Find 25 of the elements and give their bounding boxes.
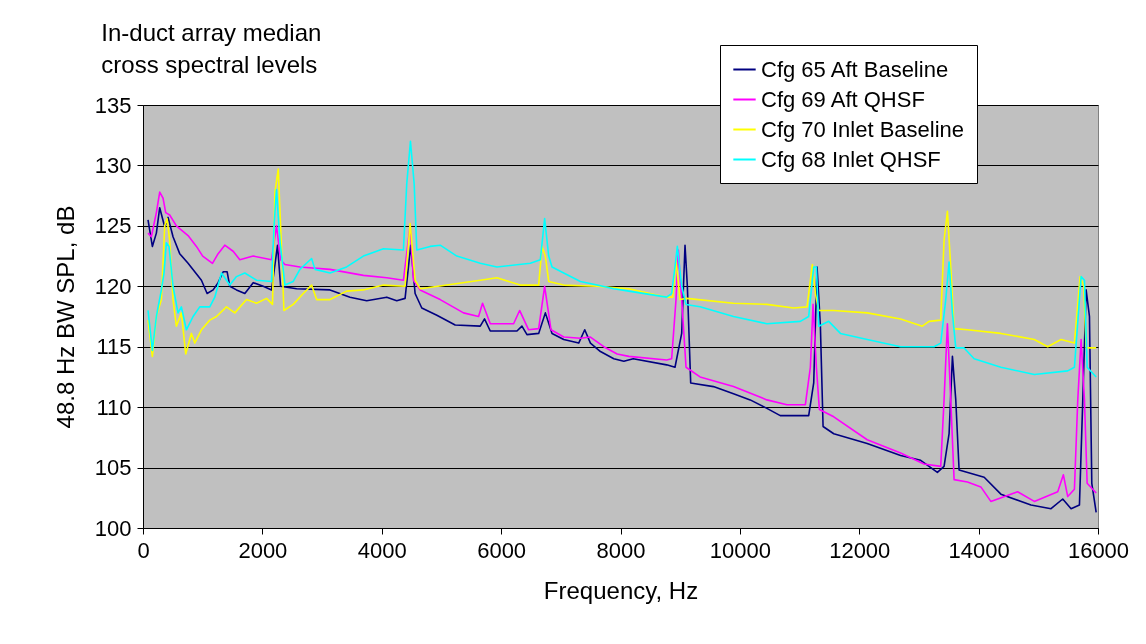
y-axis-title: 48.8 Hz BW SPL, dB (51, 205, 79, 429)
x-tick-label: 0 (137, 537, 150, 563)
y-tick-label: 100 (94, 515, 132, 541)
y-tick-label: 105 (94, 455, 132, 481)
legend-label: Cfg 65 Aft Baseline (761, 56, 949, 82)
line-series (147, 140, 1097, 378)
x-tick-label: 2000 (238, 537, 288, 563)
legend-label: Cfg 68 Inlet QHSF (761, 146, 941, 172)
x-tick-label: 10000 (709, 537, 771, 563)
chart-title: In-duct array median cross spectral levels (101, 18, 322, 78)
x-axis-title: Frequency, Hz (543, 576, 699, 604)
y-tick-label: 120 (94, 273, 132, 299)
x-tick-label: 14000 (948, 537, 1010, 563)
y-tick-label: 115 (96, 334, 132, 360)
x-tick-label: 16000 (1067, 537, 1130, 563)
y-tick-label: 125 (94, 213, 132, 239)
x-tick-label: 6000 (477, 537, 527, 563)
y-tick-label: 110 (96, 394, 132, 420)
y-tick-label: 135 (94, 92, 132, 118)
x-tick-label: 4000 (357, 537, 407, 563)
x-tick-label: 12000 (829, 537, 891, 563)
legend-label: Cfg 70 Inlet Baseline (761, 116, 965, 142)
y-tick-label: 130 (94, 152, 132, 178)
x-tick-label: 8000 (596, 537, 646, 563)
legend-label: Cfg 69 Aft QHSF (761, 86, 925, 112)
